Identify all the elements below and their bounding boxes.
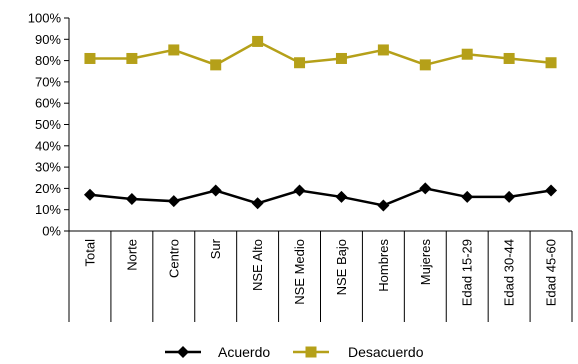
x-tick-label: Total [82, 239, 97, 267]
x-tick-label: NSE Bajo [334, 239, 349, 295]
data-point-acuerdo [377, 199, 390, 212]
data-point-acuerdo [461, 190, 474, 203]
x-tick-label: NSE Alto [250, 239, 265, 291]
y-tick-label: 20% [35, 181, 61, 196]
data-point-acuerdo [83, 188, 96, 201]
x-tick-label: Mujeres [418, 239, 433, 286]
data-point-acuerdo [293, 184, 306, 197]
y-tick-label: 80% [35, 53, 61, 68]
legend: Acuerdo Desacuerdo [165, 344, 424, 360]
x-tick-label: Centro [166, 239, 181, 278]
y-tick-label: 60% [35, 96, 61, 111]
legend-label-desacuerdo: Desacuerdo [348, 344, 424, 360]
series-line-desacuerdo [89, 40, 552, 67]
y-tick-label: 30% [35, 160, 61, 175]
data-point-desacuerdo [84, 52, 96, 64]
data-point-desacuerdo [419, 59, 431, 71]
y-tick-label: 70% [35, 74, 61, 89]
data-point-desacuerdo [503, 52, 515, 64]
legend-label-acuerdo: Acuerdo [218, 344, 270, 360]
data-point-desacuerdo [461, 48, 473, 60]
data-point-desacuerdo [294, 57, 306, 69]
data-point-acuerdo [125, 193, 138, 206]
data-point-desacuerdo [335, 52, 347, 64]
data-point-acuerdo [167, 195, 180, 208]
x-tick-label: Edad 15-29 [460, 239, 475, 306]
y-tick-label: 100% [28, 11, 62, 26]
y-tick-label: 90% [35, 32, 61, 47]
data-point-acuerdo [503, 190, 516, 203]
data-point-acuerdo [209, 184, 222, 197]
x-tick-label: Hombres [376, 239, 391, 292]
x-tick-label: Sur [208, 238, 223, 259]
data-point-desacuerdo [210, 59, 222, 71]
data-point-acuerdo [251, 197, 264, 210]
series-line-acuerdo [89, 187, 552, 207]
data-point-desacuerdo [377, 44, 389, 56]
data-point-desacuerdo [545, 57, 557, 69]
y-tick-label: 10% [35, 202, 61, 217]
x-tick-label: Edad 45-60 [544, 239, 559, 306]
data-point-acuerdo [545, 184, 558, 197]
plot-area: 0% 10% 20% 30% 40% 50% 60% 70% 80% 90% 100% Total No… [28, 11, 573, 322]
y-tick-label: 40% [35, 138, 61, 153]
x-tick-label: Edad 30-44 [502, 239, 517, 306]
data-point-desacuerdo [126, 52, 138, 64]
y-tick-label: 0% [42, 224, 61, 239]
data-point-desacuerdo [252, 35, 264, 47]
data-point-acuerdo [419, 182, 432, 195]
x-tick-label: Norte [124, 239, 139, 271]
y-tick-label: 50% [35, 117, 61, 132]
data-point-desacuerdo [168, 44, 180, 56]
x-tick-label: NSE Medio [292, 239, 307, 305]
legend-marker-desacuerdo [305, 346, 317, 358]
legend-marker-acuerdo [177, 346, 189, 358]
data-point-acuerdo [335, 190, 348, 203]
